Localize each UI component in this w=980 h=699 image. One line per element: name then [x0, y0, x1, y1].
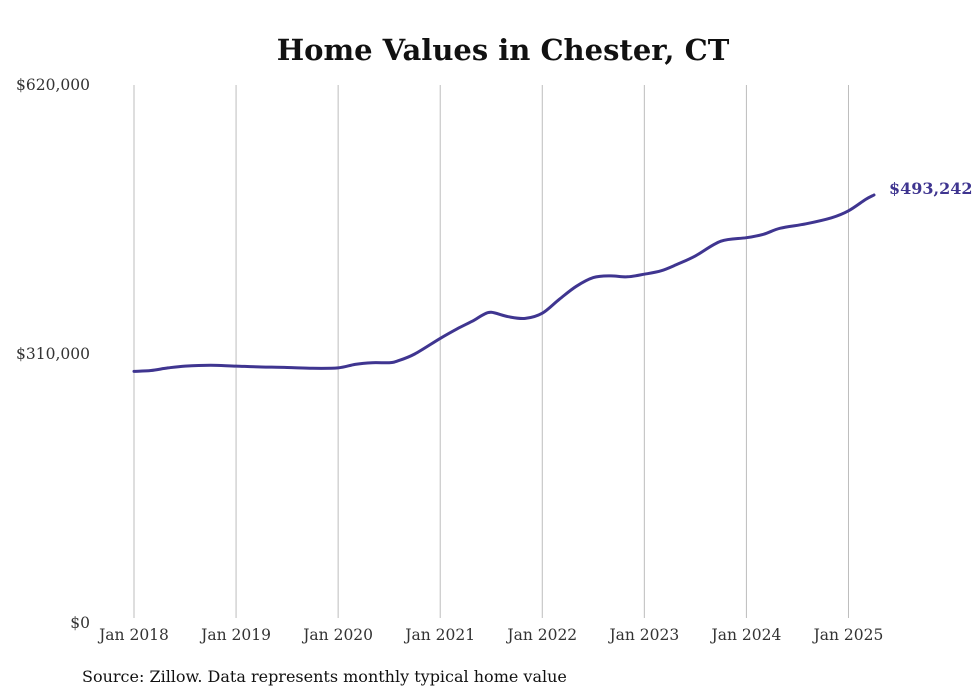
x-tick-label: Jan 2020: [301, 626, 373, 644]
x-tick-label: Jan 2023: [607, 626, 679, 644]
x-tick-label: Jan 2022: [505, 626, 577, 644]
chart-title: Home Values in Chester, CT: [277, 33, 730, 67]
y-tick-label: $0: [70, 614, 90, 632]
x-tick-label: Jan 2018: [97, 626, 169, 644]
y-axis-tick-labels: $0 $310,000 $620,000: [16, 76, 90, 632]
latest-value-label: $493,242: [889, 179, 973, 198]
x-tick-label: Jan 2019: [199, 626, 271, 644]
x-tick-label: Jan 2025: [812, 626, 884, 644]
home-value-line: [132, 193, 876, 373]
gridlines: [133, 85, 849, 618]
x-tick-label: Jan 2021: [403, 626, 475, 644]
y-tick-label: $310,000: [16, 345, 90, 363]
x-tick-label: Jan 2024: [710, 626, 782, 644]
x-axis-tick-labels: Jan 2018 Jan 2019 Jan 2020 Jan 2021 Jan 2022…: [97, 626, 883, 644]
source-note: Source: Zillow. Data represents monthly …: [82, 667, 567, 686]
y-tick-label: $620,000: [16, 76, 90, 94]
